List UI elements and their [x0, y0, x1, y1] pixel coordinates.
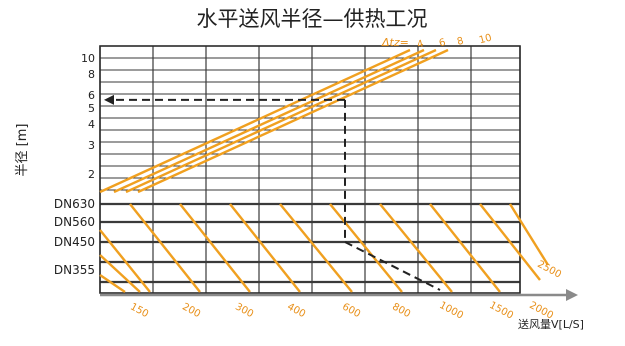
dash-arrow-head [104, 94, 114, 105]
x-tick-label: 200 [180, 301, 202, 320]
x-tick-label: 1500 [487, 300, 515, 322]
dt-value-label: 8 [456, 36, 465, 48]
volume-line [99, 229, 151, 293]
volume-line [279, 203, 353, 293]
dt-value-label: 10 [478, 32, 493, 46]
y-tick-label: 5 [88, 102, 95, 115]
volume-line [129, 203, 201, 293]
x-tick-label: 150 [128, 301, 150, 320]
x-tick-label: 800 [390, 301, 412, 320]
volume-line [99, 254, 141, 293]
volume-line [179, 203, 251, 293]
y-tick-label: 10 [81, 52, 95, 65]
x-axis-label: 送风量V[L/S] [518, 317, 584, 331]
volume-line [429, 203, 501, 293]
dash-diagonal [344, 241, 441, 291]
dt-line-4 [99, 48, 411, 194]
chart-title: 水平送风半径—供热工况 [197, 7, 428, 31]
x-tick-label: 2500 [535, 259, 563, 281]
x-tick-label: 1000 [437, 300, 465, 322]
duct-label: DN450 [54, 235, 95, 249]
y-axis-label: 半径 [m] [15, 124, 30, 177]
y-tick-label: 3 [88, 139, 95, 152]
volume-line [329, 203, 403, 293]
dt-value-label: 6 [438, 37, 447, 49]
dt-line-8 [125, 48, 437, 194]
plot-border [99, 45, 521, 294]
dt-line-10 [137, 48, 449, 194]
volume-line [229, 203, 301, 293]
axes [100, 289, 578, 301]
volume-line [379, 203, 453, 293]
duct-label: DN560 [54, 215, 95, 229]
x-tick-label: 400 [285, 301, 307, 320]
delta-t-label: Δtz= [381, 36, 409, 49]
duct-label: DN355 [54, 263, 95, 277]
x-tick-label: 300 [233, 301, 255, 320]
dt-line-6 [113, 48, 425, 194]
dt-value-label: 4 [416, 39, 425, 51]
y-tick-label: 8 [88, 68, 95, 81]
orange-series: 4 6 8 10 [99, 32, 550, 293]
y-tick-label: 4 [88, 118, 95, 131]
volume-line [99, 274, 126, 293]
x-axis-arrow [566, 289, 578, 301]
volume-line [508, 203, 550, 266]
duct-label: DN630 [54, 197, 95, 211]
x-tick-label: 600 [340, 301, 362, 320]
volume-line [479, 203, 541, 281]
y-tick-label: 6 [88, 89, 95, 102]
y-tick-label: 2 [88, 168, 95, 181]
example-dashed-path [104, 94, 441, 291]
